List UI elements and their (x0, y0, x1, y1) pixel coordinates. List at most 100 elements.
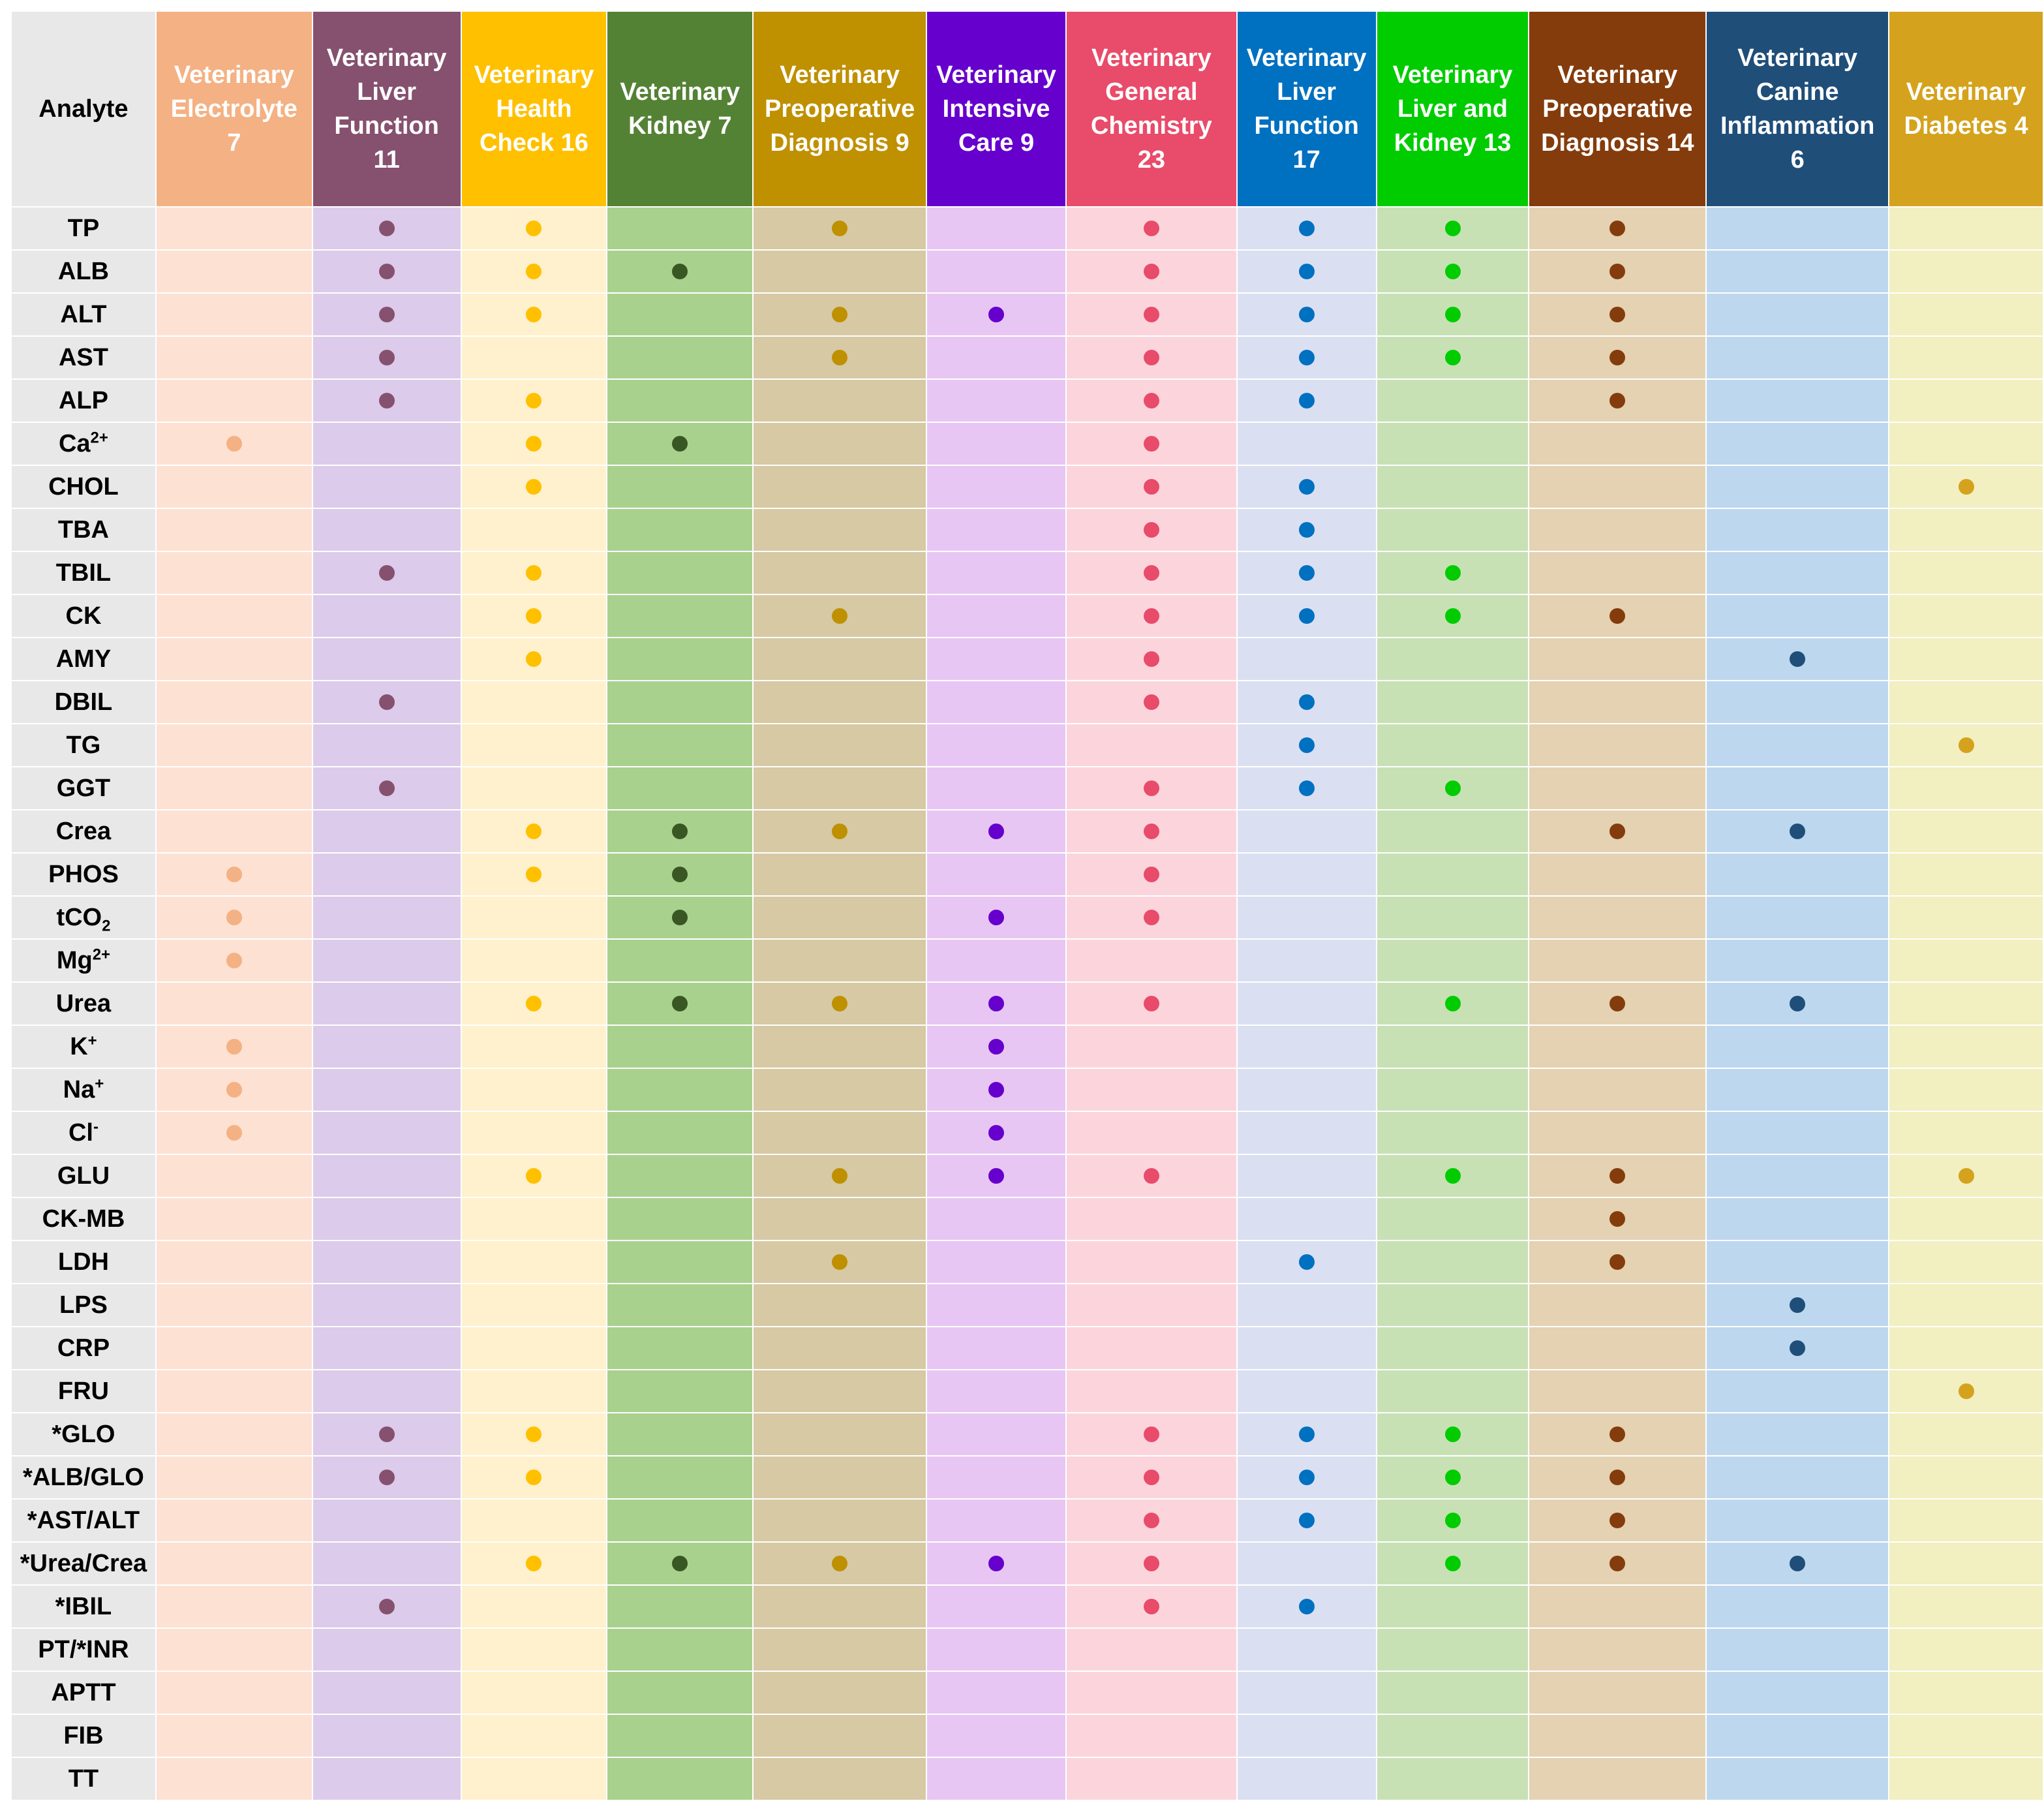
included-dot-icon (526, 1556, 542, 1571)
panel-cell (1236, 1671, 1377, 1715)
included-dot-icon (1143, 1513, 1159, 1528)
panel-cell (1065, 723, 1238, 767)
analyte-base: GLU (57, 1162, 110, 1190)
analyte-name: APTT (10, 1671, 157, 1715)
panel-cell (926, 1455, 1067, 1500)
panel-cell (1705, 1240, 1890, 1284)
panel-cell (311, 1627, 462, 1672)
analyte-name: K+ (10, 1025, 157, 1069)
analyte-superscript: 2+ (90, 428, 108, 446)
panel-cell (1888, 1584, 2044, 1629)
panel-cell (1065, 1068, 1238, 1112)
panel-header: Veterinary Liver Function 17 (1236, 10, 1377, 208)
panel-header: Veterinary Kidney 7 (606, 10, 754, 208)
panel-cell (752, 723, 928, 767)
panel-cell (926, 637, 1067, 681)
panel-cell (460, 1283, 608, 1327)
panel-cell (1705, 1412, 1890, 1456)
included-dot-icon (526, 264, 542, 279)
table-row: *AST/ALT (10, 1498, 2044, 1543)
included-dot-icon (1298, 1426, 1315, 1442)
panel-cell (926, 1714, 1067, 1758)
panel-cell (606, 637, 754, 681)
panel-cell (1236, 766, 1377, 810)
panel-cell (1236, 551, 1377, 595)
analyte-base: ALT (60, 300, 107, 328)
included-dot-icon (1958, 479, 1974, 495)
analyte-base: FIB (63, 1721, 104, 1749)
included-dot-icon (1298, 522, 1315, 538)
panel-cell (311, 1283, 462, 1327)
panel-cell (1528, 551, 1707, 595)
panel-cell (752, 1714, 928, 1758)
included-dot-icon (1444, 608, 1461, 624)
panel-cell (1705, 249, 1890, 294)
panel-cell (1375, 1757, 1530, 1801)
analyte-name: Na+ (10, 1068, 157, 1112)
panel-cell (1236, 1111, 1377, 1155)
included-dot-icon (1143, 780, 1159, 796)
panel-cell (1236, 680, 1377, 724)
panel-cell (1236, 895, 1377, 940)
panel-cell (1528, 1326, 1707, 1370)
panel-cell (155, 1369, 313, 1413)
panel-cell (752, 1025, 928, 1069)
panel-cell (752, 335, 928, 380)
included-dot-icon (832, 307, 848, 322)
included-dot-icon (1298, 350, 1315, 365)
panel-header: Veterinary Liver and Kidney 13 (1375, 10, 1530, 208)
table-row: FIB (10, 1714, 2044, 1758)
panel-cell (311, 465, 462, 509)
included-dot-icon (378, 694, 395, 710)
panel-cell (926, 680, 1067, 724)
panel-cell (752, 249, 928, 294)
panel-cell (752, 1498, 928, 1543)
panel-cell (311, 766, 462, 810)
panel-cell (1528, 1240, 1707, 1284)
included-dot-icon (378, 780, 395, 796)
panel-cell (926, 1197, 1067, 1241)
panel-cell (606, 508, 754, 552)
panel-cell (1528, 1584, 1707, 1629)
panel-cell (1888, 766, 2044, 810)
included-dot-icon (1444, 1513, 1461, 1528)
panel-cell (155, 1240, 313, 1284)
panel-cell (1705, 1025, 1890, 1069)
panel-cell (1705, 637, 1890, 681)
panel-cell (1375, 551, 1530, 595)
included-dot-icon (832, 1556, 848, 1571)
panel-cell (1528, 1714, 1707, 1758)
panel-cell (606, 1326, 754, 1370)
panel-cell (1375, 1714, 1530, 1758)
panel-cell (926, 1627, 1067, 1672)
panel-cell (1065, 465, 1238, 509)
panel-cell (1065, 1627, 1238, 1672)
table-row: ALT (10, 292, 2044, 337)
included-dot-icon (1298, 1599, 1315, 1614)
panel-cell (1236, 938, 1377, 983)
panel-cell (926, 1498, 1067, 1543)
analyte-name: Ca2+ (10, 422, 157, 466)
panel-cell (926, 1240, 1067, 1284)
panel-cell (606, 206, 754, 251)
included-dot-icon (1790, 996, 1806, 1011)
included-dot-icon (526, 436, 542, 452)
panel-cell (1705, 1369, 1890, 1413)
included-dot-icon (1609, 608, 1626, 624)
panel-cell (1375, 1111, 1530, 1155)
panel-cell (1065, 1714, 1238, 1758)
panel-cell (1065, 508, 1238, 552)
panel-cell (155, 1627, 313, 1672)
panel-cell (1528, 1455, 1707, 1500)
analyte-base: TBA (57, 516, 109, 544)
analyte-base: PT/*INR (38, 1635, 129, 1663)
panel-cell (1236, 1584, 1377, 1629)
panel-cell (1236, 1068, 1377, 1112)
panel-cell (606, 551, 754, 595)
included-dot-icon (1143, 1470, 1159, 1485)
table-row: *Urea/Crea (10, 1541, 2044, 1586)
table-row: tCO2 (10, 895, 2044, 940)
panel-cell (1065, 422, 1238, 466)
panel-cell (1375, 422, 1530, 466)
analyte-name: TG (10, 723, 157, 767)
